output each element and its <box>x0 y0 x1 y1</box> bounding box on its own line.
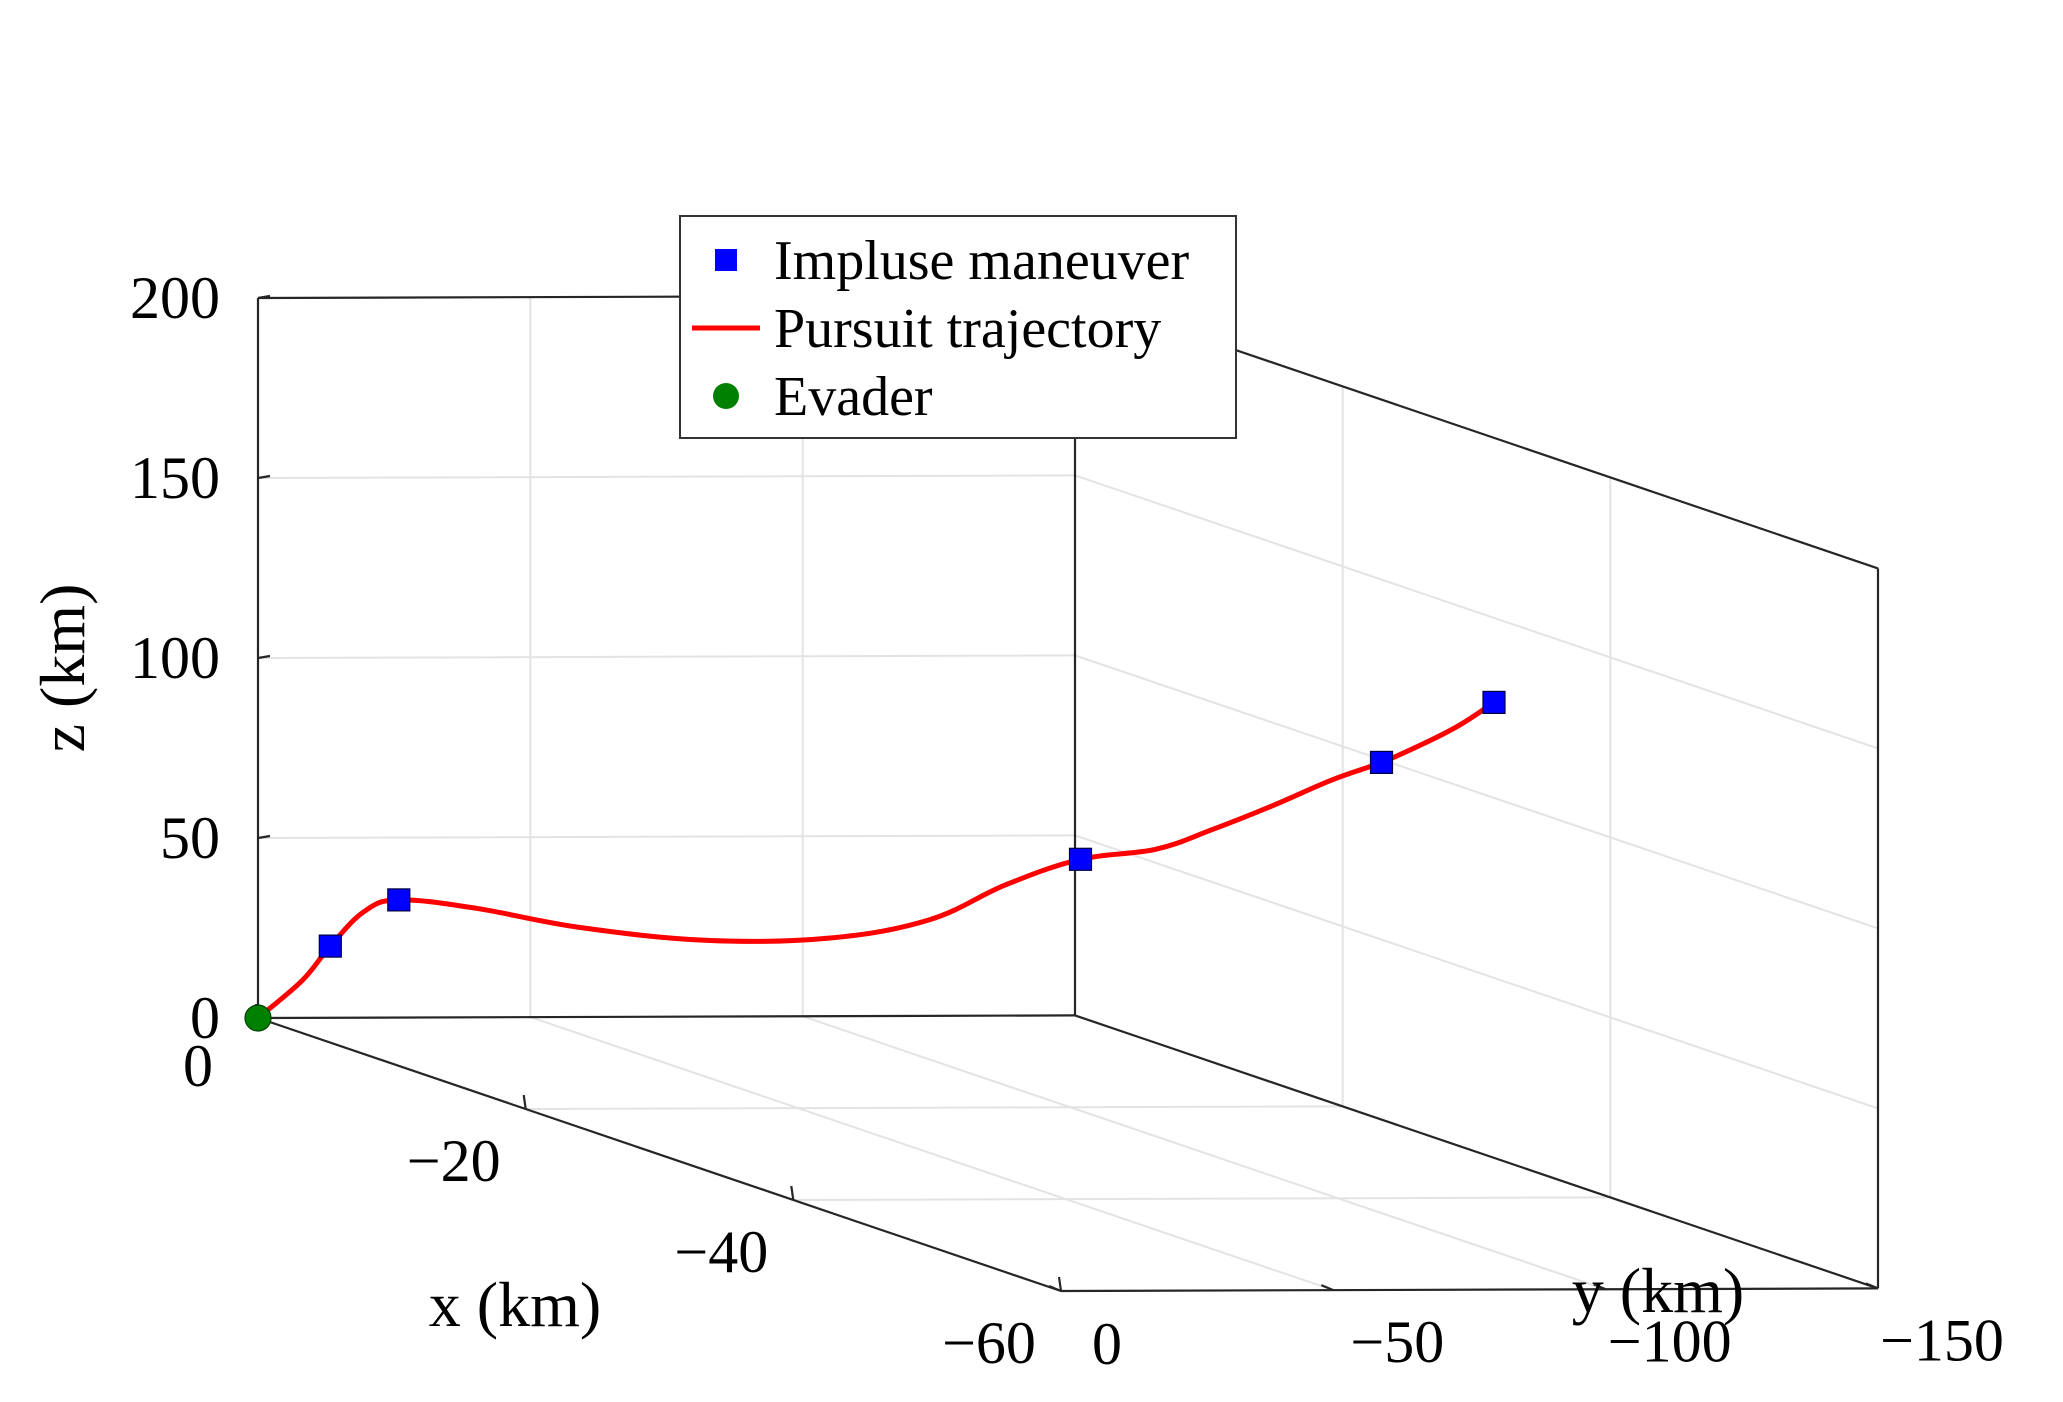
z-tick <box>257 294 271 300</box>
impulse-maneuver-marker <box>1068 847 1093 871</box>
grid-line-z <box>257 834 1076 839</box>
x-tick <box>790 1185 795 1201</box>
y-axis-line <box>1060 1287 1879 1293</box>
grid-line-y <box>529 1016 1334 1292</box>
grid-line-z <box>1074 474 1879 750</box>
y-axis-label: y (km) <box>1572 1255 1744 1326</box>
grid-line-z <box>257 654 1076 659</box>
impulse-maneuver-marker <box>1369 750 1394 775</box>
evader-marker <box>244 1004 272 1032</box>
z-tick <box>257 834 271 840</box>
y-tick-label: 0 <box>1092 1311 1122 1377</box>
legend-impulse-label: Impluse maneuver <box>774 230 1190 292</box>
z-axis-label: z (km) <box>27 584 98 753</box>
x-tick-label: −20 <box>407 1128 501 1194</box>
x-tick-label: −40 <box>674 1219 768 1285</box>
impulse-maneuver-marker <box>387 888 411 912</box>
legend: Impluse maneuver Pursuit trajectory Evad… <box>679 215 1237 439</box>
x-tick <box>522 1094 527 1110</box>
z-tick <box>257 654 271 660</box>
y-axis-line-back <box>1074 1014 1879 1290</box>
back-floor-edge <box>257 1014 1076 1020</box>
x-axis-label: x (km) <box>429 1269 601 1340</box>
y-tick <box>1048 1284 1062 1293</box>
y-tick-label: −100 <box>1608 1308 1732 1374</box>
y-tick <box>1320 1284 1334 1292</box>
grid-line-z <box>1074 654 1879 930</box>
grid-layer <box>257 296 1879 1292</box>
legend-pursuit-label: Pursuit trajectory <box>774 298 1161 360</box>
grid-line-x <box>525 1105 1343 1110</box>
z-tick-label: 150 <box>130 445 220 511</box>
pursuit-trajectory-line <box>255 699 1497 1021</box>
x-tick-label: 0 <box>183 1033 213 1099</box>
x-axis-line <box>257 1016 1062 1293</box>
legend-box <box>679 215 1237 439</box>
x-tick <box>1057 1276 1063 1292</box>
x-tick-label: −60 <box>942 1310 1036 1376</box>
legend-impulse-marker <box>715 249 737 271</box>
legend-evader-marker <box>713 383 739 409</box>
y-tick <box>1865 1282 1879 1290</box>
z-tick <box>257 474 271 480</box>
impulse-maneuver-marker <box>1482 690 1506 715</box>
y-tick-label: −50 <box>1350 1309 1444 1375</box>
y-tick-label: −150 <box>1880 1307 2004 1373</box>
tick-labels: 0 50 100 150 200 0 −20 −40 −60 0 −50 −100 −150 <box>130 265 2004 1377</box>
plot-data <box>244 690 1506 1032</box>
z-tick-label: 100 <box>130 625 220 691</box>
z-tick-label: 0 <box>190 985 220 1051</box>
z-tick-label: 50 <box>160 805 220 871</box>
grid-line-z <box>257 474 1076 479</box>
legend-evader-label: Evader <box>774 366 933 428</box>
grid-line-y <box>802 1015 1607 1291</box>
impulse-maneuver-marker <box>318 934 342 958</box>
z-tick-label: 200 <box>130 265 220 331</box>
grid-line-z <box>1074 834 1879 1110</box>
y-tick <box>1593 1283 1607 1291</box>
grid-line-x <box>793 1196 1611 1201</box>
